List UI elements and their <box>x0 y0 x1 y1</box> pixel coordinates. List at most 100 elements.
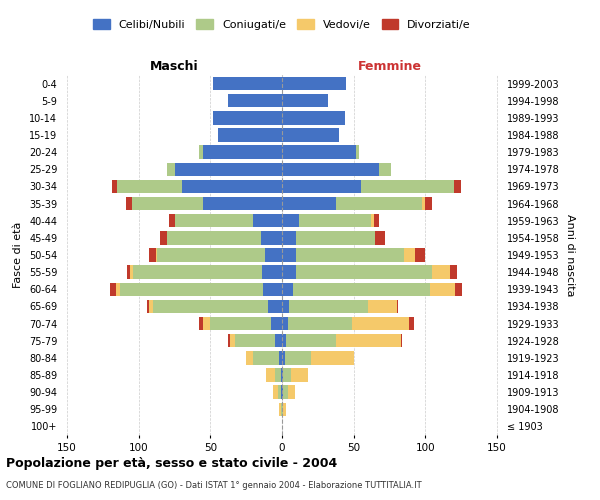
Y-axis label: Anni di nascita: Anni di nascita <box>565 214 575 296</box>
Bar <box>130 266 133 279</box>
Bar <box>283 386 288 399</box>
Bar <box>425 197 433 210</box>
Bar <box>281 402 282 416</box>
Bar <box>282 111 345 124</box>
Text: Femmine: Femmine <box>358 60 421 72</box>
Bar <box>268 300 282 313</box>
Bar <box>299 214 371 228</box>
Bar <box>275 368 281 382</box>
Bar <box>279 351 282 364</box>
Bar <box>281 386 282 399</box>
Bar <box>199 317 203 330</box>
Bar <box>265 248 282 262</box>
Bar <box>422 197 425 210</box>
Bar <box>337 334 401 347</box>
Bar <box>253 351 279 364</box>
Bar <box>110 282 116 296</box>
Bar <box>271 317 282 330</box>
Bar <box>131 197 203 210</box>
Bar <box>282 197 337 210</box>
Bar <box>293 282 430 296</box>
Bar <box>227 334 230 347</box>
Bar <box>449 266 457 279</box>
Bar <box>401 334 403 347</box>
Bar <box>282 282 293 296</box>
Bar <box>455 282 463 296</box>
Bar <box>218 128 282 141</box>
Bar <box>148 300 149 313</box>
Bar <box>274 386 278 399</box>
Bar <box>285 351 311 364</box>
Bar <box>199 146 203 159</box>
Bar <box>283 402 286 416</box>
Text: Maschi: Maschi <box>150 60 199 72</box>
Bar <box>282 351 285 364</box>
Bar <box>203 146 282 159</box>
Bar <box>253 214 282 228</box>
Text: COMUNE DI FOGLIANO REDIPUGLIA (GO) - Dati ISTAT 1° gennaio 2004 - Elaborazione T: COMUNE DI FOGLIANO REDIPUGLIA (GO) - Dat… <box>6 481 422 490</box>
Bar <box>153 300 268 313</box>
Bar <box>454 180 461 193</box>
Bar <box>282 300 289 313</box>
Bar <box>266 368 275 382</box>
Legend: Celibi/Nubili, Coniugati/e, Vedovi/e, Divorziati/e: Celibi/Nubili, Coniugati/e, Vedovi/e, Di… <box>93 20 471 30</box>
Bar <box>283 368 290 382</box>
Bar <box>112 180 117 193</box>
Bar <box>282 386 283 399</box>
Bar <box>120 282 263 296</box>
Bar <box>160 231 167 244</box>
Bar <box>282 146 356 159</box>
Bar <box>286 334 337 347</box>
Bar <box>211 317 271 330</box>
Bar <box>288 386 295 399</box>
Bar <box>281 368 282 382</box>
Bar <box>157 248 265 262</box>
Bar <box>169 214 175 228</box>
Bar <box>290 368 308 382</box>
Bar <box>127 266 130 279</box>
Bar <box>356 146 359 159</box>
Bar <box>433 266 449 279</box>
Bar <box>282 162 379 176</box>
Bar <box>260 231 282 244</box>
Bar <box>182 180 282 193</box>
Bar <box>275 334 282 347</box>
Bar <box>149 300 153 313</box>
Bar <box>262 266 282 279</box>
Bar <box>409 317 414 330</box>
Bar <box>371 214 374 228</box>
Bar <box>126 197 131 210</box>
Bar <box>282 231 296 244</box>
Bar <box>296 248 404 262</box>
Bar <box>368 300 397 313</box>
Bar <box>375 231 385 244</box>
Bar <box>282 94 328 108</box>
Bar <box>288 317 352 330</box>
Bar <box>296 231 375 244</box>
Bar <box>203 197 282 210</box>
Bar <box>133 266 262 279</box>
Bar <box>117 180 182 193</box>
Bar <box>227 94 282 108</box>
Bar <box>361 180 454 193</box>
Bar <box>203 317 211 330</box>
Y-axis label: Fasce di età: Fasce di età <box>13 222 23 288</box>
Bar <box>404 248 415 262</box>
Bar <box>374 214 379 228</box>
Bar <box>282 402 283 416</box>
Bar <box>282 180 361 193</box>
Bar <box>430 282 455 296</box>
Bar <box>296 266 433 279</box>
Bar <box>282 77 346 90</box>
Bar <box>397 300 398 313</box>
Bar <box>156 248 157 262</box>
Bar <box>263 282 282 296</box>
Bar <box>282 368 283 382</box>
Bar <box>289 300 368 313</box>
Bar <box>235 334 275 347</box>
Bar <box>175 214 253 228</box>
Bar <box>415 248 425 262</box>
Bar <box>282 317 288 330</box>
Bar <box>311 351 353 364</box>
Bar <box>279 402 281 416</box>
